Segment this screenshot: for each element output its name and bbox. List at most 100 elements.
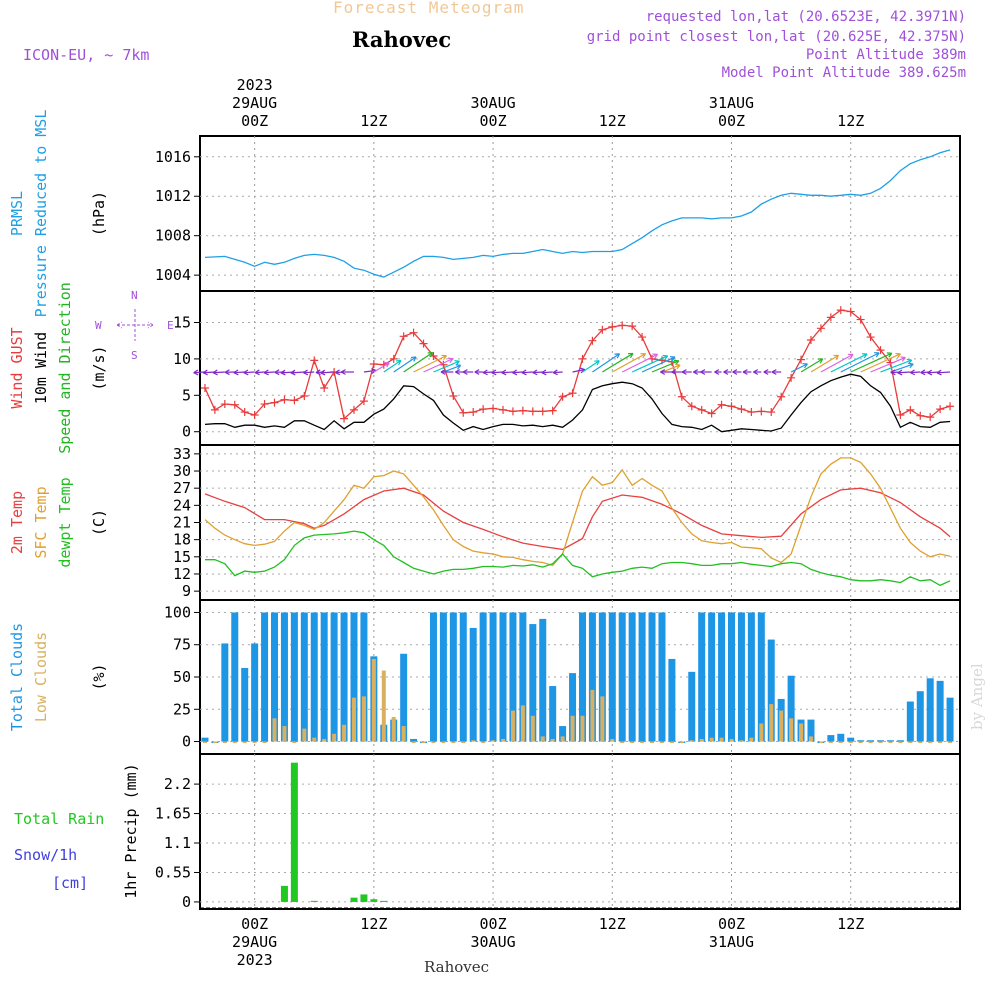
- bar: [728, 612, 736, 742]
- wind-arrow-head: [455, 369, 461, 375]
- temperature-y-tick-label: 30: [173, 462, 191, 480]
- pressure-panel: [194, 135, 961, 292]
- top-time-label: 00Z: [241, 112, 268, 130]
- wind-arrow-head: [411, 356, 417, 362]
- bar: [658, 612, 666, 742]
- pressure-unit: (hPa): [90, 191, 108, 236]
- wind-arrow: [491, 369, 504, 376]
- bar: [688, 671, 696, 742]
- bar: [350, 897, 358, 902]
- temperature-panel: [194, 444, 961, 601]
- bottom-time-label: 30AUG: [470, 933, 515, 951]
- gust-marker: [270, 398, 279, 407]
- bar: [280, 612, 288, 742]
- gust-marker: [578, 354, 587, 363]
- bar: [709, 737, 714, 742]
- wind-arrow-head: [700, 369, 706, 375]
- bar: [769, 704, 774, 742]
- gust-marker: [588, 336, 597, 345]
- bar: [598, 612, 606, 742]
- bar: [519, 612, 527, 742]
- gust-marker: [419, 339, 428, 348]
- gust-marker: [518, 406, 527, 415]
- bar: [491, 740, 496, 742]
- gust-marker: [598, 325, 607, 334]
- wind-arrow: [742, 369, 752, 375]
- sfc-temp-line: [204, 457, 951, 567]
- bar: [461, 741, 466, 744]
- wind-arrow: [521, 369, 533, 376]
- wind-arrow-shaft: [800, 358, 824, 373]
- bar: [946, 697, 954, 742]
- bar: [290, 762, 298, 902]
- wind-arrow-shaft: [423, 358, 454, 373]
- wind-arrow-head: [315, 369, 321, 376]
- wind-arrow-head: [681, 369, 687, 375]
- bar: [827, 735, 835, 742]
- wind-arrow-shaft: [602, 352, 634, 373]
- bar: [630, 741, 635, 744]
- wind-arrow-shaft: [303, 371, 315, 374]
- wind-arrow: [393, 356, 417, 373]
- gust-marker: [797, 355, 806, 364]
- bar: [569, 673, 577, 742]
- wind-arrow-head: [742, 369, 748, 375]
- temperature-label: dewpt Temp: [56, 477, 74, 567]
- bar: [640, 741, 645, 744]
- top-time-label: 12Z: [837, 112, 864, 130]
- wind-arrow: [320, 369, 335, 376]
- bar: [749, 737, 754, 742]
- precip-y-tick-label: 0.55: [155, 863, 191, 881]
- wind-arrow: [602, 352, 634, 373]
- wind-gust-line: [204, 309, 951, 420]
- bottom-time-label: 2023: [237, 951, 273, 969]
- wind-arrow-head: [833, 354, 839, 360]
- dewpt-temp-line: [205, 530, 951, 587]
- wind-arrow: [850, 352, 893, 373]
- wind-label: 10m Wind: [32, 332, 50, 404]
- bar: [520, 705, 525, 742]
- precip-unit: 1hr Precip (mm): [122, 763, 140, 898]
- wind-arrow-shaft: [790, 363, 808, 373]
- wind-arrow: [243, 369, 255, 376]
- wind-arrow: [693, 369, 702, 375]
- temperature-label: 2m Temp: [8, 491, 26, 554]
- wind-arrow-shaft: [830, 353, 868, 373]
- wind-y-tick-label: 10: [173, 350, 191, 368]
- wind-arrow-shaft: [264, 371, 275, 374]
- bar: [489, 612, 497, 742]
- wind-arrow-shaft: [553, 371, 563, 374]
- wind-arrow-shaft: [611, 353, 646, 373]
- bar: [708, 612, 716, 742]
- wind-arrow-head: [900, 356, 906, 362]
- wind-arrow-shaft: [810, 354, 839, 373]
- wind-arrow: [512, 369, 523, 376]
- bar: [391, 717, 396, 742]
- gust-marker: [737, 405, 746, 414]
- wind-arrow-shaft: [233, 371, 245, 374]
- wind-arrow-shaft: [254, 371, 265, 374]
- wind-label: Speed and Direction: [56, 282, 74, 454]
- wind-arrow-head: [202, 369, 208, 376]
- gust-marker: [528, 407, 537, 416]
- bar: [669, 741, 674, 744]
- wind-arrow: [340, 369, 354, 375]
- wind-arrow-shaft: [880, 359, 912, 373]
- gust-marker: [767, 408, 776, 417]
- wind-arrow: [403, 351, 434, 373]
- wind-arrow: [800, 358, 824, 373]
- bar: [469, 627, 477, 742]
- wind-arrow: [936, 369, 951, 376]
- bar: [570, 715, 575, 742]
- wind-arrow-shaft: [320, 371, 335, 374]
- wind-arrow-head: [714, 369, 720, 375]
- wind-arrow: [753, 369, 762, 375]
- gust-marker: [558, 392, 567, 401]
- wind-arrow-head: [541, 369, 547, 376]
- compass-north: N: [131, 289, 138, 302]
- bar: [799, 723, 804, 742]
- top-time-label: 30AUG: [470, 94, 515, 112]
- wind-arrow-shaft: [433, 360, 460, 373]
- gust-marker: [717, 400, 726, 409]
- bar: [877, 740, 885, 742]
